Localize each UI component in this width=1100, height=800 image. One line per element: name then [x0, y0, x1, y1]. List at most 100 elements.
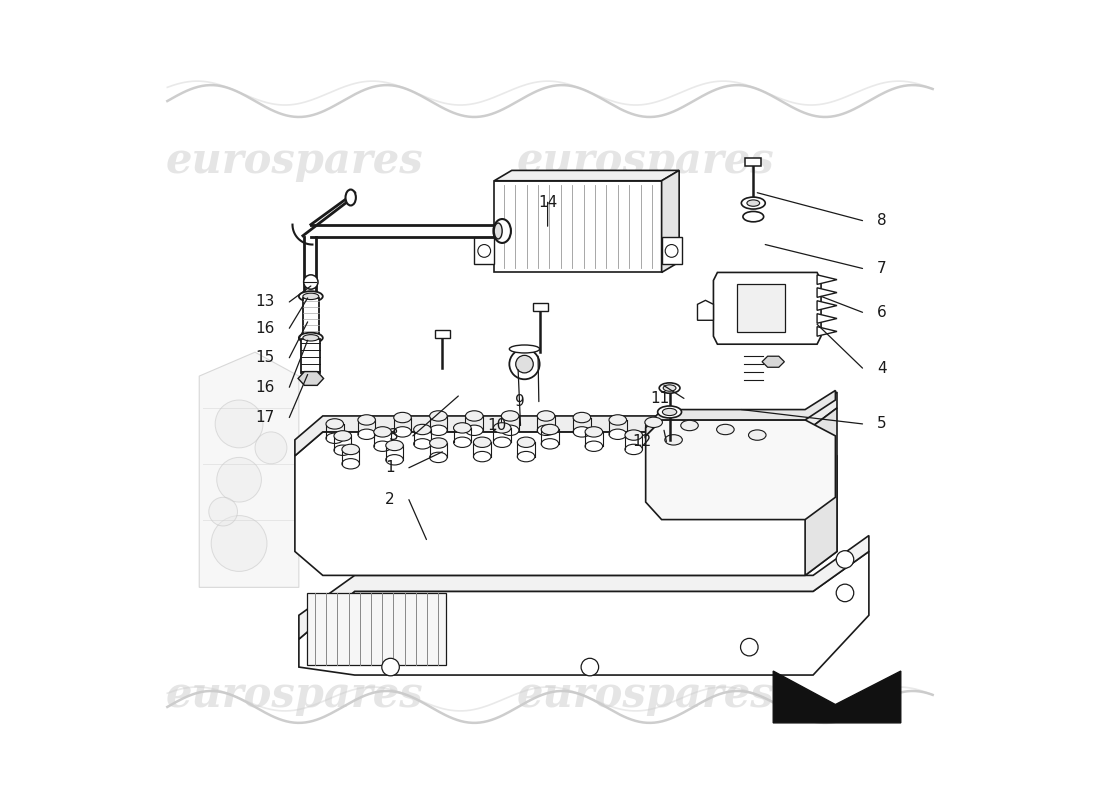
- Ellipse shape: [430, 410, 448, 421]
- Polygon shape: [299, 535, 869, 639]
- Ellipse shape: [585, 426, 603, 437]
- Ellipse shape: [342, 444, 360, 454]
- Circle shape: [509, 349, 540, 379]
- Ellipse shape: [430, 425, 448, 435]
- Text: 10: 10: [487, 418, 506, 433]
- Polygon shape: [697, 300, 714, 320]
- Circle shape: [304, 275, 318, 289]
- Text: 6: 6: [877, 305, 887, 320]
- Text: 15: 15: [255, 350, 275, 366]
- Text: 16: 16: [255, 380, 275, 394]
- Text: eurospares: eurospares: [517, 674, 774, 716]
- Circle shape: [255, 432, 287, 464]
- Text: 9: 9: [515, 394, 525, 409]
- Text: 7: 7: [877, 261, 887, 276]
- Ellipse shape: [414, 424, 431, 434]
- Ellipse shape: [681, 420, 698, 430]
- Bar: [737, 285, 785, 332]
- Circle shape: [516, 355, 534, 373]
- Polygon shape: [295, 392, 837, 456]
- Ellipse shape: [502, 425, 519, 435]
- Polygon shape: [817, 301, 837, 310]
- Text: 8: 8: [877, 213, 887, 228]
- Ellipse shape: [453, 422, 471, 433]
- Ellipse shape: [742, 211, 763, 222]
- Circle shape: [666, 245, 678, 258]
- Ellipse shape: [658, 406, 682, 418]
- Ellipse shape: [473, 451, 491, 462]
- Circle shape: [217, 458, 262, 502]
- Ellipse shape: [299, 333, 322, 343]
- Ellipse shape: [748, 444, 766, 454]
- Ellipse shape: [609, 414, 627, 425]
- Ellipse shape: [453, 437, 471, 447]
- Polygon shape: [762, 356, 784, 367]
- Text: 3: 3: [388, 428, 398, 443]
- Circle shape: [581, 658, 598, 676]
- Text: 11: 11: [650, 391, 670, 406]
- Ellipse shape: [748, 430, 766, 440]
- Polygon shape: [714, 273, 821, 344]
- Ellipse shape: [645, 417, 662, 427]
- Text: 4: 4: [877, 361, 887, 376]
- Polygon shape: [199, 352, 299, 587]
- Ellipse shape: [541, 438, 559, 449]
- Ellipse shape: [645, 431, 662, 442]
- Polygon shape: [646, 420, 835, 519]
- Ellipse shape: [430, 452, 448, 462]
- Ellipse shape: [764, 358, 782, 366]
- Ellipse shape: [716, 438, 734, 449]
- Bar: [746, 158, 761, 166]
- Ellipse shape: [302, 334, 319, 341]
- Text: 17: 17: [255, 410, 275, 425]
- Bar: [302, 298, 319, 334]
- Circle shape: [477, 245, 491, 258]
- Bar: [534, 302, 548, 310]
- Ellipse shape: [342, 458, 360, 469]
- Ellipse shape: [358, 414, 375, 425]
- Polygon shape: [661, 170, 679, 273]
- Text: 12: 12: [632, 434, 652, 449]
- Ellipse shape: [716, 424, 734, 434]
- Circle shape: [836, 584, 854, 602]
- Ellipse shape: [430, 438, 448, 448]
- Ellipse shape: [374, 441, 392, 451]
- Polygon shape: [494, 170, 679, 181]
- Ellipse shape: [386, 440, 404, 450]
- Circle shape: [216, 400, 263, 448]
- Ellipse shape: [394, 426, 411, 437]
- Ellipse shape: [741, 197, 766, 209]
- Ellipse shape: [494, 223, 503, 239]
- Ellipse shape: [334, 445, 352, 455]
- Text: 2: 2: [385, 492, 395, 507]
- Text: eurospares: eurospares: [166, 140, 424, 182]
- Ellipse shape: [625, 444, 642, 454]
- Ellipse shape: [345, 190, 356, 206]
- Text: 1: 1: [385, 460, 395, 475]
- Ellipse shape: [473, 437, 491, 447]
- Ellipse shape: [386, 454, 404, 465]
- Ellipse shape: [662, 408, 676, 415]
- Polygon shape: [494, 181, 661, 273]
- Circle shape: [209, 498, 238, 526]
- Ellipse shape: [414, 438, 431, 449]
- Ellipse shape: [659, 383, 680, 394]
- Bar: [436, 330, 450, 338]
- Ellipse shape: [609, 429, 627, 439]
- Ellipse shape: [663, 385, 676, 391]
- Ellipse shape: [664, 434, 682, 445]
- Polygon shape: [307, 593, 447, 665]
- Ellipse shape: [302, 293, 319, 299]
- Text: 14: 14: [538, 194, 558, 210]
- Ellipse shape: [573, 426, 591, 437]
- Ellipse shape: [299, 291, 322, 302]
- Ellipse shape: [334, 430, 352, 441]
- Polygon shape: [474, 237, 494, 265]
- Polygon shape: [299, 551, 869, 675]
- Polygon shape: [295, 432, 837, 575]
- Polygon shape: [817, 288, 837, 298]
- Ellipse shape: [465, 425, 483, 435]
- Text: eurospares: eurospares: [517, 140, 774, 182]
- Ellipse shape: [394, 412, 411, 422]
- Text: 16: 16: [255, 321, 275, 336]
